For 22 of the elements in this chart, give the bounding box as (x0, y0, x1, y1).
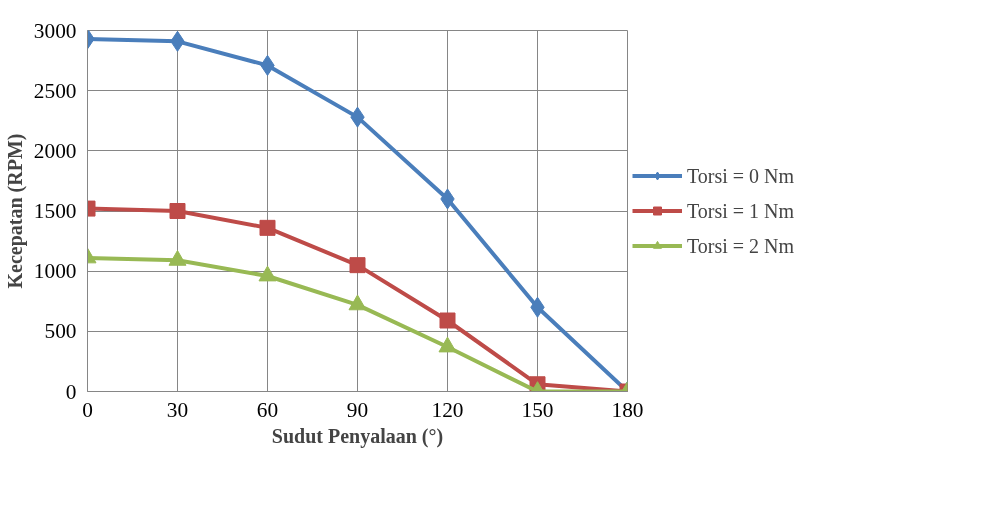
point (348, 294, 367, 311)
y-tick-label: 3000 (33, 18, 77, 43)
y-tick-label: 1000 (33, 259, 77, 284)
x-tick-label: 30 (166, 397, 189, 422)
x-tick-label: 150 (521, 397, 554, 422)
y-tick-label: 2000 (33, 138, 77, 163)
x-axis-title: Sudut Penyalaan (°) (271, 424, 444, 448)
legend-label: Torsi = 2 Nm (687, 234, 795, 257)
legend-label: Torsi = 1 Nm (687, 199, 795, 222)
point (258, 265, 277, 282)
y-tick-label: 2500 (33, 78, 77, 103)
point (438, 336, 457, 353)
x-tick-label: 90 (346, 397, 369, 422)
y-tick-label: 500 (44, 319, 77, 344)
x-tick-label: 120 (431, 397, 464, 422)
y-tick-label: 0 (65, 379, 77, 404)
y-axis-title: Kecepatan (RPM) (3, 133, 27, 289)
x-tick-label: 180 (611, 397, 644, 422)
legend-label: Torsi = 0 Nm (687, 164, 795, 187)
y-tick-label: 1500 (33, 199, 77, 223)
x-tick-label: 0 (82, 397, 93, 422)
x-tick-label: 60 (256, 397, 279, 422)
